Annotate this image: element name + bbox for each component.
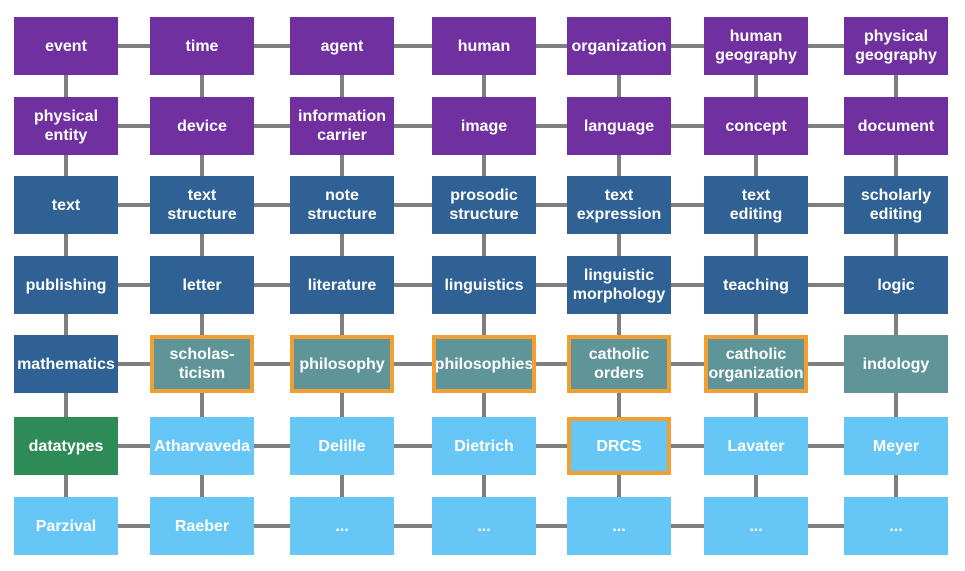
node-r2-c1: text structure <box>150 176 254 234</box>
node-r0-c5: human geography <box>704 17 808 75</box>
node-r0-c6: physical geography <box>844 17 948 75</box>
node-r5-c3: Dietrich <box>432 417 536 475</box>
node-r1-c1: device <box>150 97 254 155</box>
node-r6-c1: Raeber <box>150 497 254 555</box>
node-r1-c6: document <box>844 97 948 155</box>
node-r2-c2: note structure <box>290 176 394 234</box>
node-r1-c4: language <box>567 97 671 155</box>
node-r3-c6: logic <box>844 256 948 314</box>
node-r6-c2: ... <box>290 497 394 555</box>
node-r4-c3: philosophies <box>432 335 536 393</box>
node-r3-c4: linguistic morphology <box>567 256 671 314</box>
node-r3-c2: literature <box>290 256 394 314</box>
node-r6-c4: ... <box>567 497 671 555</box>
node-r0-c4: organization <box>567 17 671 75</box>
node-r0-c2: agent <box>290 17 394 75</box>
node-r6-c5: ... <box>704 497 808 555</box>
node-r4-c1: scholas- ticism <box>150 335 254 393</box>
node-r4-c4: catholic orders <box>567 335 671 393</box>
node-r3-c0: publishing <box>14 256 118 314</box>
node-r4-c2: philosophy <box>290 335 394 393</box>
node-r6-c6: ... <box>844 497 948 555</box>
node-r2-c5: text editing <box>704 176 808 234</box>
node-r4-c6: indology <box>844 335 948 393</box>
node-r0-c3: human <box>432 17 536 75</box>
node-r1-c2: information carrier <box>290 97 394 155</box>
node-r1-c0: physical entity <box>14 97 118 155</box>
node-r0-c1: time <box>150 17 254 75</box>
node-r2-c3: prosodic structure <box>432 176 536 234</box>
node-r4-c5: catholic organization <box>704 335 808 393</box>
node-r5-c2: Delille <box>290 417 394 475</box>
node-r0-c0: event <box>14 17 118 75</box>
node-r4-c0: mathematics <box>14 335 118 393</box>
node-r2-c0: text <box>14 176 118 234</box>
node-r1-c5: concept <box>704 97 808 155</box>
node-r5-c1: Atharvaveda <box>150 417 254 475</box>
node-r1-c3: image <box>432 97 536 155</box>
node-r3-c3: linguistics <box>432 256 536 314</box>
node-r3-c1: letter <box>150 256 254 314</box>
node-r5-c4: DRCS <box>567 417 671 475</box>
node-r5-c0: datatypes <box>14 417 118 475</box>
node-r6-c3: ... <box>432 497 536 555</box>
node-r5-c6: Meyer <box>844 417 948 475</box>
node-r6-c0: Parzival <box>14 497 118 555</box>
node-r2-c4: text expression <box>567 176 671 234</box>
node-r2-c6: scholarly editing <box>844 176 948 234</box>
node-r3-c5: teaching <box>704 256 808 314</box>
node-r5-c5: Lavater <box>704 417 808 475</box>
